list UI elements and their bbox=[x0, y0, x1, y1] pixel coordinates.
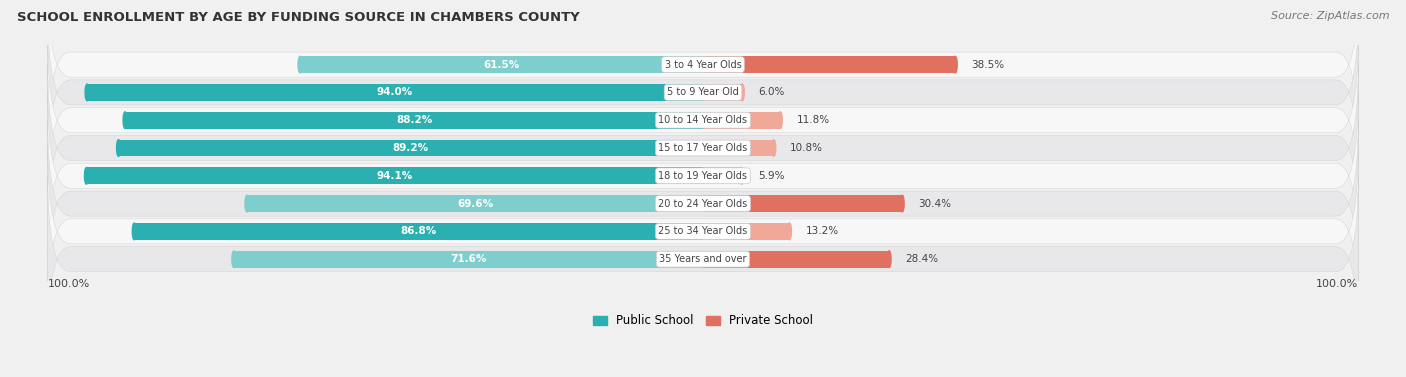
Bar bbox=[703, 84, 742, 101]
Circle shape bbox=[124, 112, 127, 129]
Text: 13.2%: 13.2% bbox=[806, 226, 839, 236]
Bar bbox=[703, 195, 903, 212]
Circle shape bbox=[779, 112, 782, 129]
Text: Source: ZipAtlas.com: Source: ZipAtlas.com bbox=[1271, 11, 1389, 21]
Text: 5 to 9 Year Old: 5 to 9 Year Old bbox=[666, 87, 740, 97]
Circle shape bbox=[772, 139, 776, 156]
Text: 30.4%: 30.4% bbox=[918, 199, 952, 208]
Bar bbox=[86, 167, 703, 184]
Text: 89.2%: 89.2% bbox=[392, 143, 429, 153]
Text: 69.6%: 69.6% bbox=[457, 199, 494, 208]
Text: 15 to 17 Year Olds: 15 to 17 Year Olds bbox=[658, 143, 748, 153]
Text: 71.6%: 71.6% bbox=[450, 254, 486, 264]
Bar bbox=[703, 167, 741, 184]
Text: 3 to 4 Year Olds: 3 to 4 Year Olds bbox=[665, 60, 741, 70]
Text: 10 to 14 Year Olds: 10 to 14 Year Olds bbox=[658, 115, 748, 125]
FancyBboxPatch shape bbox=[48, 63, 1358, 233]
Text: 5.9%: 5.9% bbox=[758, 171, 785, 181]
Bar bbox=[118, 139, 703, 156]
Text: 86.8%: 86.8% bbox=[401, 226, 437, 236]
Circle shape bbox=[953, 56, 957, 73]
Text: SCHOOL ENROLLMENT BY AGE BY FUNDING SOURCE IN CHAMBERS COUNTY: SCHOOL ENROLLMENT BY AGE BY FUNDING SOUR… bbox=[17, 11, 579, 24]
Text: 35 Years and over: 35 Years and over bbox=[659, 254, 747, 264]
Bar bbox=[233, 251, 703, 268]
Text: 10.8%: 10.8% bbox=[790, 143, 823, 153]
Text: 94.0%: 94.0% bbox=[377, 87, 413, 97]
Text: 6.0%: 6.0% bbox=[759, 87, 785, 97]
Bar bbox=[703, 251, 889, 268]
Circle shape bbox=[887, 251, 891, 268]
Text: 94.1%: 94.1% bbox=[377, 171, 413, 181]
Bar bbox=[299, 56, 703, 73]
Text: 88.2%: 88.2% bbox=[396, 115, 432, 125]
Bar bbox=[247, 195, 703, 212]
Legend: Public School, Private School: Public School, Private School bbox=[593, 314, 813, 328]
FancyBboxPatch shape bbox=[48, 91, 1358, 261]
Bar bbox=[87, 84, 703, 101]
Circle shape bbox=[232, 251, 236, 268]
Bar bbox=[703, 223, 790, 240]
Text: 28.4%: 28.4% bbox=[905, 254, 939, 264]
FancyBboxPatch shape bbox=[48, 8, 1358, 177]
Circle shape bbox=[86, 84, 89, 101]
Circle shape bbox=[84, 167, 89, 184]
Text: 11.8%: 11.8% bbox=[797, 115, 830, 125]
Circle shape bbox=[245, 195, 249, 212]
Circle shape bbox=[740, 167, 744, 184]
Text: 20 to 24 Year Olds: 20 to 24 Year Olds bbox=[658, 199, 748, 208]
Bar bbox=[134, 223, 703, 240]
Circle shape bbox=[117, 139, 121, 156]
Bar bbox=[703, 56, 955, 73]
FancyBboxPatch shape bbox=[48, 147, 1358, 316]
Bar bbox=[125, 112, 703, 129]
Circle shape bbox=[900, 195, 904, 212]
FancyBboxPatch shape bbox=[48, 119, 1358, 288]
Circle shape bbox=[298, 56, 302, 73]
FancyBboxPatch shape bbox=[48, 175, 1358, 344]
Circle shape bbox=[132, 223, 136, 240]
Text: 100.0%: 100.0% bbox=[48, 279, 90, 289]
Text: 38.5%: 38.5% bbox=[972, 60, 1005, 70]
Text: 100.0%: 100.0% bbox=[1316, 279, 1358, 289]
FancyBboxPatch shape bbox=[48, 35, 1358, 205]
Text: 61.5%: 61.5% bbox=[484, 60, 520, 70]
Bar bbox=[703, 139, 773, 156]
Bar bbox=[703, 112, 780, 129]
FancyBboxPatch shape bbox=[48, 0, 1358, 149]
Text: 25 to 34 Year Olds: 25 to 34 Year Olds bbox=[658, 226, 748, 236]
Circle shape bbox=[787, 223, 792, 240]
Text: 18 to 19 Year Olds: 18 to 19 Year Olds bbox=[658, 171, 748, 181]
Circle shape bbox=[741, 84, 744, 101]
